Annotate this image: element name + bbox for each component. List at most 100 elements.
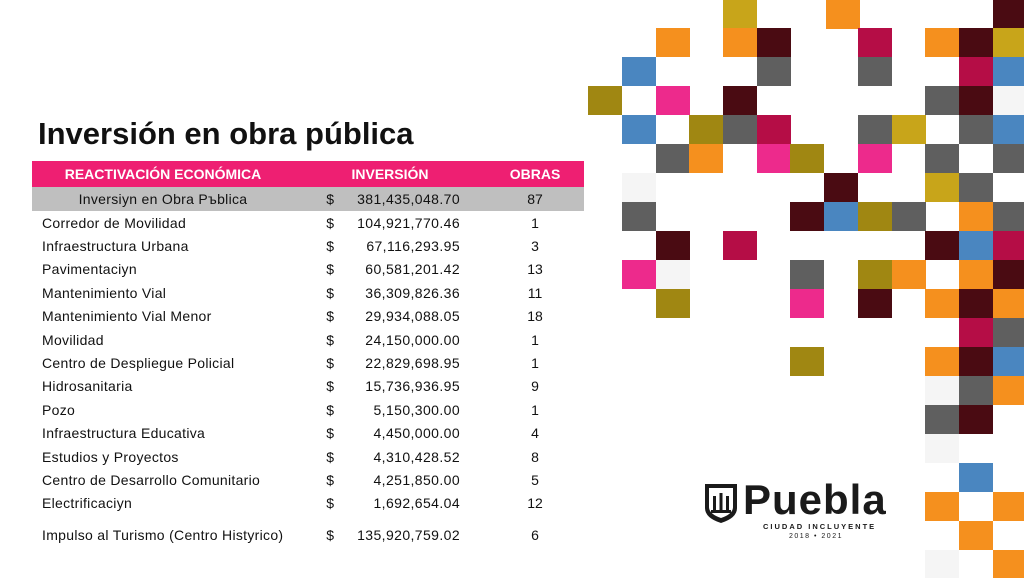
row-name: Mantenimiento Vial <box>42 284 167 301</box>
row-amount: 135,920,759.02 <box>357 526 461 543</box>
mosaic-square <box>723 86 757 115</box>
mosaic-square <box>892 260 926 289</box>
mosaic-square <box>622 57 656 86</box>
table-row: Movilidad $24,150,000.00 1 <box>32 328 584 351</box>
row-obras: 6 <box>531 526 539 543</box>
row-obras: 5 <box>531 471 539 488</box>
mosaic-square <box>959 463 993 492</box>
mosaic-square <box>925 86 959 115</box>
mosaic-square <box>959 521 993 550</box>
mosaic-square <box>993 376 1024 405</box>
mosaic-square <box>925 405 959 434</box>
mosaic-square <box>858 289 892 318</box>
row-currency: $ <box>326 331 334 348</box>
row-obras: 1 <box>531 355 539 372</box>
mosaic-square <box>925 173 959 202</box>
row-currency: $ <box>326 378 334 395</box>
mosaic-square <box>959 231 993 260</box>
table-row: Hidrosanitaria $15,736,936.95 9 <box>32 375 584 398</box>
mosaic-square <box>723 231 757 260</box>
row-obras: 13 <box>527 261 543 278</box>
row-amount: 4,251,850.00 <box>373 471 461 488</box>
row-name: Electrificaciyn <box>42 495 133 512</box>
mosaic-square <box>925 28 959 57</box>
table-row: Pavimentaciyn $60,581,201.42 13 <box>32 258 584 281</box>
table-row: Infraestructura Educativa $4,450,000.00 4 <box>32 422 584 445</box>
mosaic-square <box>723 28 757 57</box>
row-currency: $ <box>326 425 334 442</box>
row-name: Centro de Desarrollo Comunitario <box>42 471 261 488</box>
row-currency: $ <box>326 284 334 301</box>
table-row: Centro de Despliegue Policial $22,829,698… <box>32 351 584 374</box>
logo-wordmark: Puebla <box>743 476 887 523</box>
mosaic-square <box>993 347 1024 376</box>
table-row: Mantenimiento Vial Menor $29,934,088.05 18 <box>32 305 584 328</box>
mosaic-square <box>858 115 892 144</box>
mosaic-square <box>959 405 993 434</box>
mosaic-square <box>723 0 757 29</box>
row-obras: 18 <box>527 308 543 325</box>
row-currency: $ <box>326 355 334 372</box>
table-row: Corredor de Movilidad $104,921,770.46 1 <box>32 211 584 234</box>
header-inversion: INVERSIÓN <box>294 161 487 187</box>
row-currency: $ <box>326 401 334 418</box>
logo-years: 2018 • 2021 <box>789 533 843 540</box>
header-obras: OBRAS <box>486 161 585 187</box>
table-row: Infraestructura Urbana $67,116,293.95 3 <box>32 234 584 257</box>
mosaic-square <box>790 289 824 318</box>
mosaic-square <box>858 260 892 289</box>
mosaic-square <box>959 376 993 405</box>
row-name: Centro de Despliegue Policial <box>42 355 235 372</box>
row-name: Infraestructura Urbana <box>42 238 189 255</box>
table-row: Electrificaciyn $1,692,654.04 12 <box>32 492 584 515</box>
row-name: Pozo <box>42 401 76 418</box>
puebla-logo: Puebla CIUDAD INCLUYENTE 2018 • 2021 <box>703 476 888 548</box>
mosaic-square <box>858 202 892 231</box>
mosaic-square <box>892 202 926 231</box>
mosaic-square <box>656 144 690 173</box>
table-row: Mantenimiento Vial $36,309,826.36 11 <box>32 281 584 304</box>
row-obras: 4 <box>531 425 539 442</box>
investment-table: REACTIVACIÓN ECONÓMICA INVERSIÓN OBRAS I… <box>32 161 585 555</box>
row-amount: 4,450,000.00 <box>373 425 461 442</box>
mosaic-square <box>588 86 622 115</box>
row-currency: $ <box>326 526 334 543</box>
row-amount: 5,150,300.00 <box>373 401 461 418</box>
mosaic-square <box>959 318 993 347</box>
mosaic-square <box>757 144 791 173</box>
mosaic-square <box>993 0 1024 29</box>
mosaic-square <box>858 28 892 57</box>
mosaic-square <box>757 28 791 57</box>
mosaic-square <box>993 144 1024 173</box>
row-obras: 12 <box>527 495 543 512</box>
mosaic-square <box>959 260 993 289</box>
row-amount: 4,310,428.52 <box>373 448 461 465</box>
mosaic-square <box>892 115 926 144</box>
mosaic-square <box>993 492 1024 521</box>
row-name: Impulso al Turismo (Centro Histyrico) <box>42 526 284 543</box>
mosaic-square <box>790 260 824 289</box>
mosaic-square <box>723 115 757 144</box>
row-obras: 1 <box>531 401 539 418</box>
mosaic-square <box>656 231 690 260</box>
row-amount: 60,581,201.42 <box>365 261 461 278</box>
row-amount: 104,921,770.46 <box>357 214 461 231</box>
row-amount: 24,150,000.00 <box>365 331 461 348</box>
row-name: Mantenimiento Vial Menor <box>42 308 212 325</box>
row-name: Hidrosanitaria <box>42 378 133 395</box>
mosaic-square <box>656 86 690 115</box>
mosaic-square <box>656 28 690 57</box>
mosaic-square <box>790 347 824 376</box>
row-obras: 3 <box>531 238 539 255</box>
mosaic-square <box>824 173 858 202</box>
mosaic-square <box>656 289 690 318</box>
mosaic-square <box>993 115 1024 144</box>
mosaic-square <box>993 289 1024 318</box>
row-obras: 9 <box>531 378 539 395</box>
mosaic-square <box>858 144 892 173</box>
row-amount: 29,934,088.05 <box>365 308 461 325</box>
mosaic-square <box>959 289 993 318</box>
row-obras: 8 <box>531 448 539 465</box>
mosaic-square <box>826 0 860 29</box>
shield-icon <box>705 484 737 523</box>
